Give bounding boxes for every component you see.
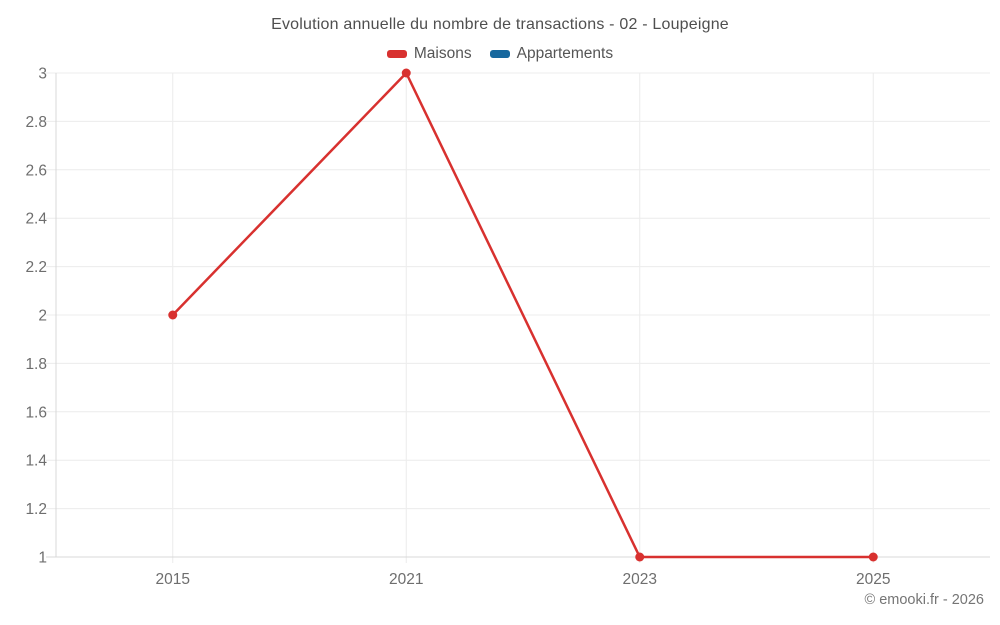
legend-label: Appartements (516, 45, 614, 62)
y-axis-tick-label: 2 (38, 308, 47, 325)
y-axis-tick-label: 1.4 (25, 453, 47, 470)
y-axis-tick-label: 3 (38, 66, 47, 83)
maisons-legend-marker-icon (386, 50, 407, 58)
watermark: © emooki.fr - 2026 (864, 592, 984, 608)
y-axis-tick-label: 1.8 (25, 356, 47, 373)
data-point-maisons[interactable] (401, 68, 411, 78)
appartements-legend-marker-icon (489, 50, 510, 58)
chart-title: Evolution annuelle du nombre de transact… (271, 16, 729, 33)
x-axis-tick-label: 2021 (389, 571, 423, 588)
legend: Maisons Appartements (0, 45, 1000, 63)
y-axis-tick-label: 2.2 (25, 259, 47, 276)
y-axis-tick-label: 2.4 (25, 211, 47, 228)
series-line-maisons (171, 71, 875, 559)
x-axis-tick-label: 2015 (156, 571, 190, 588)
legend-item-maisons[interactable]: Maisons (386, 45, 472, 63)
data-point-maisons[interactable] (868, 552, 878, 562)
y-axis-tick-label: 1.2 (25, 501, 47, 518)
y-axis-tick-label: 1 (38, 550, 47, 567)
y-axis-tick-label: 2.6 (25, 162, 47, 179)
data-point-maisons[interactable] (168, 310, 178, 320)
legend-label: Maisons (413, 45, 472, 62)
data-point-maisons[interactable] (635, 552, 645, 562)
y-axis-tick-label: 1.6 (25, 404, 47, 421)
y-axis-tick-label: 2.8 (25, 114, 47, 131)
legend-item-appartements[interactable]: Appartements (489, 45, 614, 63)
x-axis-tick-label: 2025 (856, 571, 890, 588)
x-axis-tick-label: 2023 (623, 571, 657, 588)
